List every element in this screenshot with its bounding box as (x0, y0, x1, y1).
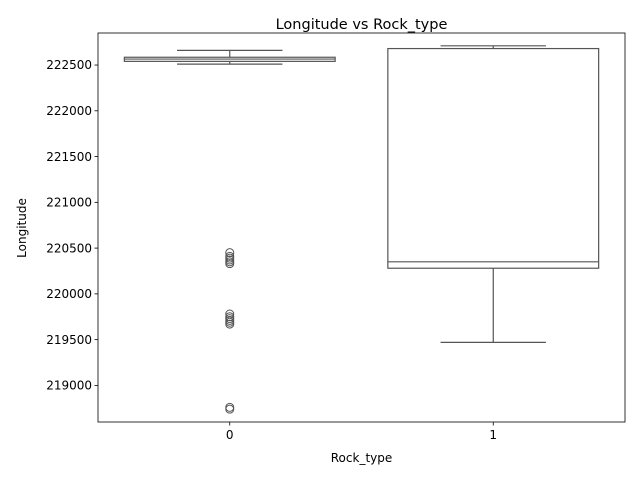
y-tick-label: 219500 (46, 333, 92, 347)
axes-frame (97, 32, 626, 423)
chart-title: Longitude vs Rock_type (276, 17, 448, 33)
y-axis-label: Longitude (15, 198, 29, 258)
outlier-point (225, 404, 235, 414)
box-0 (123, 49, 336, 414)
outlier-point (225, 259, 235, 269)
y-tick-label: 221500 (46, 150, 92, 164)
y-tick-label: 221000 (46, 196, 92, 210)
x-axis-label: Rock_type (331, 451, 393, 465)
x-tick-label: 0 (226, 428, 234, 442)
outlier-point (225, 402, 235, 412)
y-tick-label: 220000 (46, 287, 92, 301)
outlier-point (225, 248, 235, 258)
box-1 (387, 45, 600, 343)
outlier-point (225, 319, 235, 329)
plot-area (123, 45, 600, 414)
x-tick-label: 1 (489, 428, 497, 442)
y-tick-label: 220500 (46, 241, 92, 255)
y-tick-label: 219000 (46, 379, 92, 393)
y-tick-label: 222500 (46, 58, 92, 72)
y-axis: 219000 219500 220000 220500 221000 221500 2220… (46, 58, 98, 393)
y-tick-label: 222000 (46, 104, 92, 118)
iqr-box (387, 47, 600, 269)
